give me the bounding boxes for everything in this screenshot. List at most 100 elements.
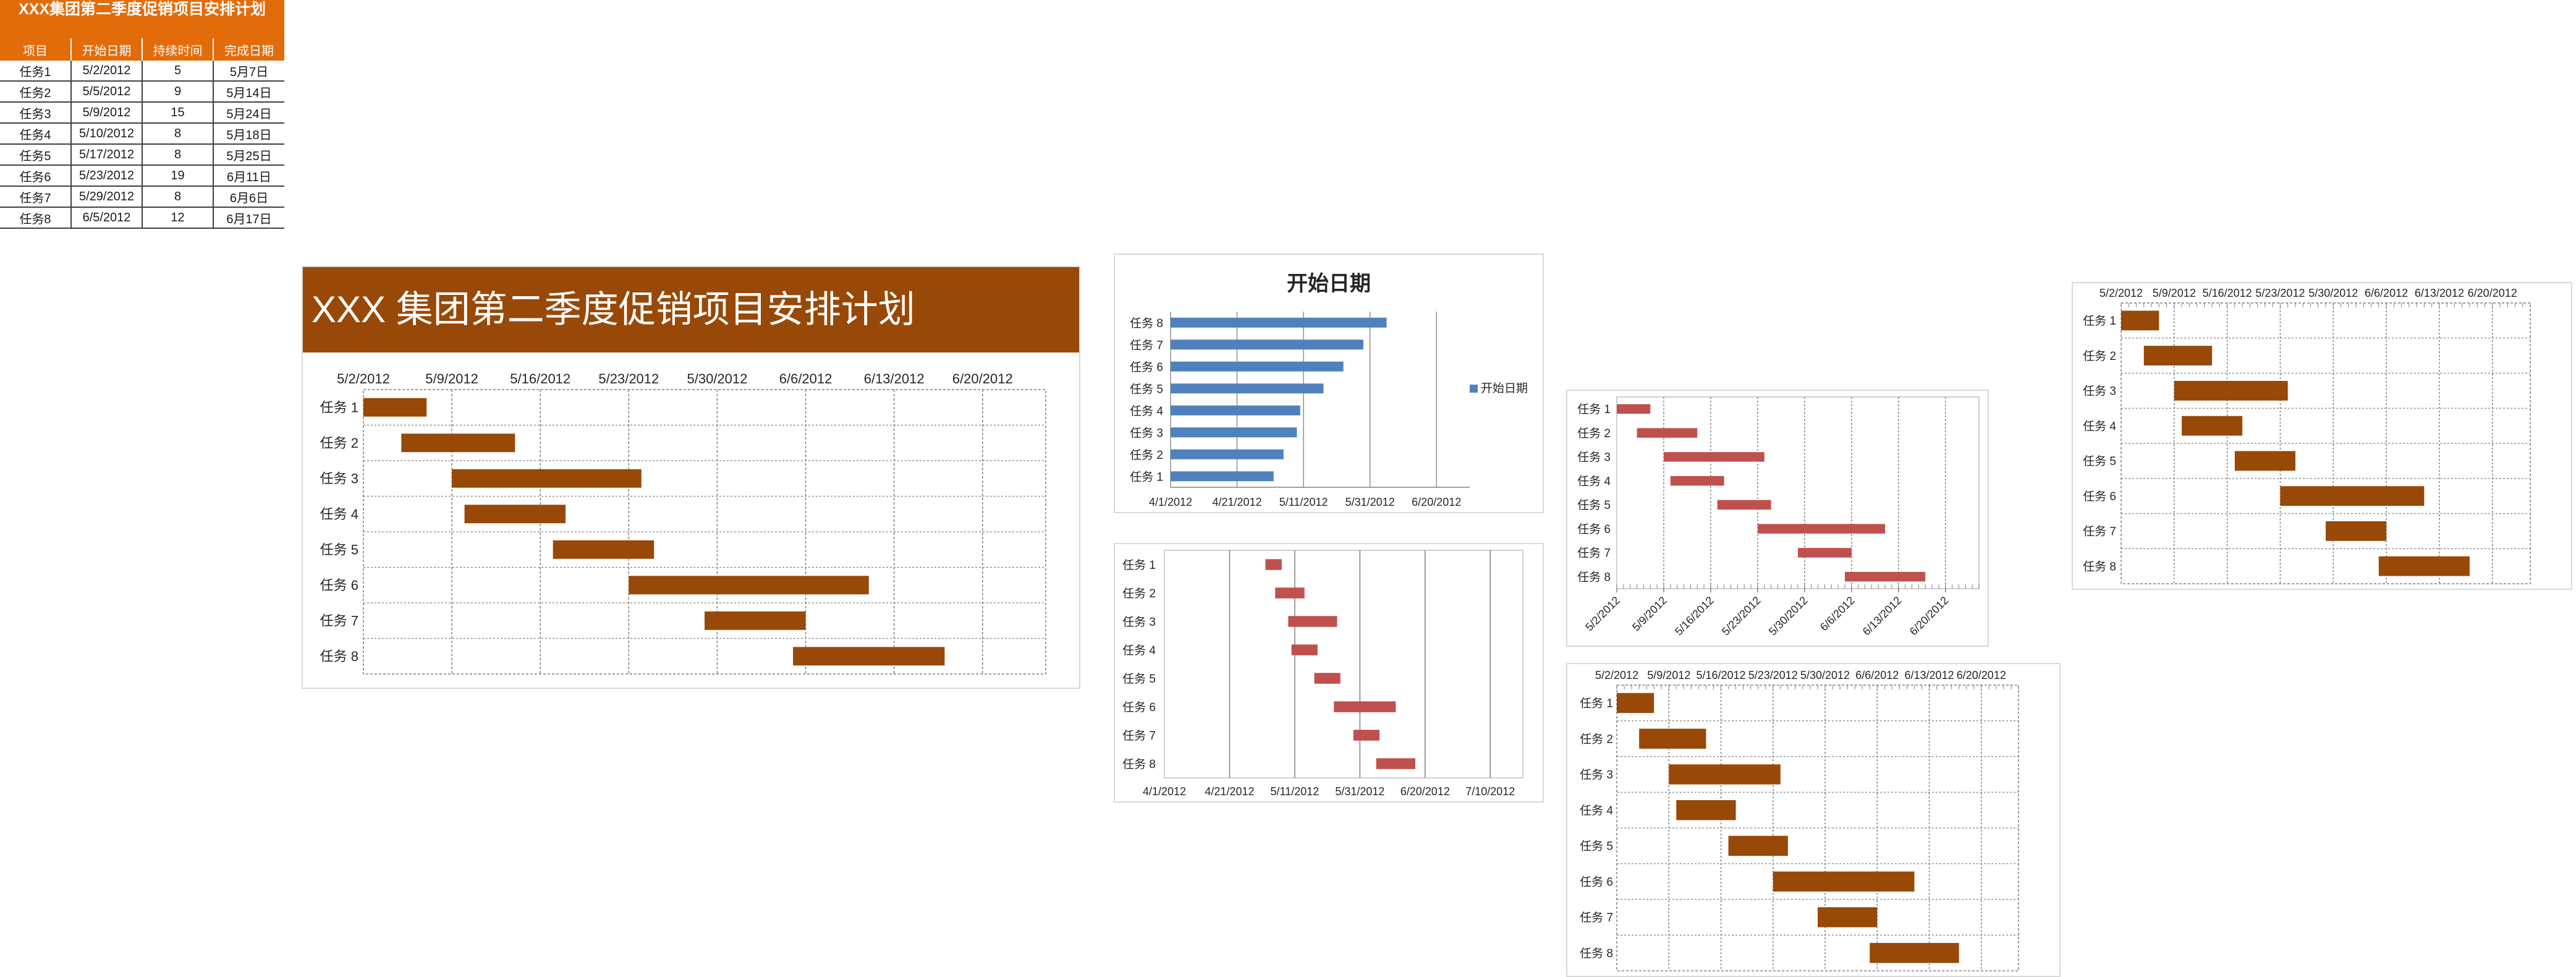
x-tick-label: 5/11/2012 <box>1271 785 1320 798</box>
category-label: 任务 1 <box>1130 470 1163 484</box>
x-tick-label: 6/20/2012 <box>1957 669 2006 681</box>
x-tick-label: 5/23/2012 <box>2255 287 2305 299</box>
gantt-bar <box>1844 571 1926 582</box>
category-label: 任务 1 <box>1580 697 1613 710</box>
x-tick-label: 5/23/2012 <box>598 371 659 386</box>
category-label: 任务 1 <box>320 400 358 416</box>
table-cell: 8 <box>142 186 214 208</box>
main-gantt-chart: XXX 集团第二季度促销项目安排计划 5/2/2012 5/9/2012 5/16/… <box>302 266 1080 689</box>
gantt-bar <box>1717 500 1771 510</box>
main-gantt-plot: 5/2/2012 5/9/2012 5/16/2012 5/23/2012 5/30/2… <box>320 371 1046 675</box>
category-label: 任务 4 <box>1122 644 1156 657</box>
table-cell: 9 <box>142 81 214 103</box>
gantt-bar <box>1663 452 1765 462</box>
chart-title: XXX 集团第二季度促销项目安排计划 <box>311 289 915 330</box>
gantt-bar <box>1275 587 1305 599</box>
x-tick-label: 5/9/2012 <box>1647 669 1690 681</box>
start-bar <box>1171 471 1274 482</box>
gantt-bar <box>705 611 806 630</box>
table-cell: 6月6日 <box>213 186 284 208</box>
x-tick-label: 6/6/2012 <box>1855 669 1899 681</box>
x-tick-label: 5/9/2012 <box>2153 287 2196 299</box>
column-header: 持续时间 <box>142 38 214 61</box>
x-tick-label: 5/2/2012 <box>1595 669 1638 681</box>
category-label: 任务 4 <box>2083 419 2116 433</box>
x-tick-label: 6/13/2012 <box>2415 287 2464 299</box>
table-cell: 5月25日 <box>213 144 284 166</box>
table-cell: 5/17/2012 <box>71 144 143 166</box>
x-tick-label: 5/11/2012 <box>1279 496 1328 508</box>
table-cell: 6月11日 <box>213 165 284 187</box>
start-date-chart: 开始日期 4/1/2012 4/21/2012 5/11/2012 5/31/2012 6… <box>1114 254 1544 513</box>
table-cell: 6月17日 <box>213 207 284 229</box>
gantt-bar <box>1637 428 1698 438</box>
category-label: 任务 5 <box>320 542 358 558</box>
gantt-bar <box>401 433 515 453</box>
category-label: 任务 8 <box>2083 560 2116 573</box>
category-label: 任务 3 <box>1122 615 1156 629</box>
category-label: 任务 5 <box>1130 382 1163 396</box>
x-tick-label: 5/2/2012 <box>1583 594 1622 634</box>
gantt-bar <box>1639 728 1706 749</box>
x-tick-label: 4/21/2012 <box>1213 496 1262 508</box>
table-cell: 5/5/2012 <box>71 81 143 103</box>
category-label: 任务 7 <box>320 613 358 629</box>
gantt-bar <box>1314 673 1341 684</box>
gantt-bar <box>1334 701 1396 712</box>
x-tick-label: 5/2/2012 <box>2099 287 2143 299</box>
gantt-bar <box>1870 942 1959 963</box>
brown-gantt-plot-b: 5/2/2012 5/9/2012 5/16/2012 5/23/2012 5/30/2… <box>1580 669 2019 971</box>
table-header-row: 项目 开始日期 持续时间 完成日期 <box>0 38 284 61</box>
table-row: 任务5 5/17/2012 8 5月25日 <box>0 144 284 166</box>
column-header: 项目 <box>0 38 72 61</box>
brown-gantt-chart-b: 5/2/2012 5/9/2012 5/16/2012 5/23/2012 5/30/2… <box>1566 663 2061 977</box>
start-bar <box>1171 339 1363 350</box>
x-tick-label: 6/6/2012 <box>2365 287 2408 299</box>
category-label: 任务 6 <box>1580 875 1613 889</box>
category-label: 任务 3 <box>320 471 358 487</box>
table-cell: 8 <box>142 123 214 145</box>
table-row: 任务1 5/2/2012 5 5月7日 <box>0 61 284 82</box>
table-cell: 任务7 <box>0 186 72 208</box>
category-label: 任务 2 <box>1130 448 1163 462</box>
gantt-bar <box>629 576 869 595</box>
table-cell: 19 <box>142 165 214 187</box>
gantt-bar <box>1818 907 1878 928</box>
x-tick-label: 6/6/2012 <box>1818 594 1857 634</box>
gantt-bar <box>1676 800 1736 821</box>
table-title: XXX集团第二季度促销项目安排计划 <box>0 0 284 38</box>
table-cell: 5/23/2012 <box>71 165 143 187</box>
table-cell: 任务1 <box>0 61 72 82</box>
category-label: 任务 1 <box>1577 403 1611 416</box>
gantt-bar <box>2280 486 2425 506</box>
category-label: 任务 2 <box>2083 349 2116 363</box>
table-cell: 任务6 <box>0 165 72 187</box>
table-cell: 5/9/2012 <box>71 102 143 124</box>
column-header: 开始日期 <box>71 38 143 61</box>
gantt-bar <box>2174 380 2288 401</box>
x-tick-label: 5/23/2012 <box>1719 594 1763 638</box>
category-label: 任务 3 <box>1577 451 1611 464</box>
category-label: 任务 6 <box>1577 523 1611 536</box>
category-label: 任务 6 <box>1130 361 1163 374</box>
x-tick-label: 5/9/2012 <box>1630 594 1669 634</box>
legend-label: 开始日期 <box>1481 382 1528 395</box>
x-tick-label: 6/6/2012 <box>779 371 833 386</box>
red-gantt-chart-a: 4/1/2012 4/21/2012 5/11/2012 5/31/2012 6/20/… <box>1114 543 1544 803</box>
red-gantt-chart-b: 5/2/2012 5/9/2012 5/16/2012 5/23/2012 5/30/2… <box>1566 390 1989 647</box>
category-label: 任务 8 <box>1577 570 1611 584</box>
table-cell: 5月7日 <box>213 61 284 82</box>
x-tick-label: 4/21/2012 <box>1205 785 1254 798</box>
table-cell: 5/2/2012 <box>71 61 143 82</box>
table-cell: 任务8 <box>0 207 72 229</box>
category-label: 任务 3 <box>1130 426 1163 440</box>
category-label: 任务 8 <box>1130 317 1163 330</box>
gantt-bar <box>2182 416 2243 436</box>
category-label: 任务 8 <box>1122 757 1156 771</box>
category-label: 任务 7 <box>2083 525 2116 539</box>
x-tick-label: 5/16/2012 <box>1672 594 1716 638</box>
gantt-bar <box>1291 644 1318 655</box>
table-cell: 5月18日 <box>213 123 284 145</box>
column-header: 完成日期 <box>213 38 284 61</box>
table-cell: 5 <box>142 61 214 82</box>
